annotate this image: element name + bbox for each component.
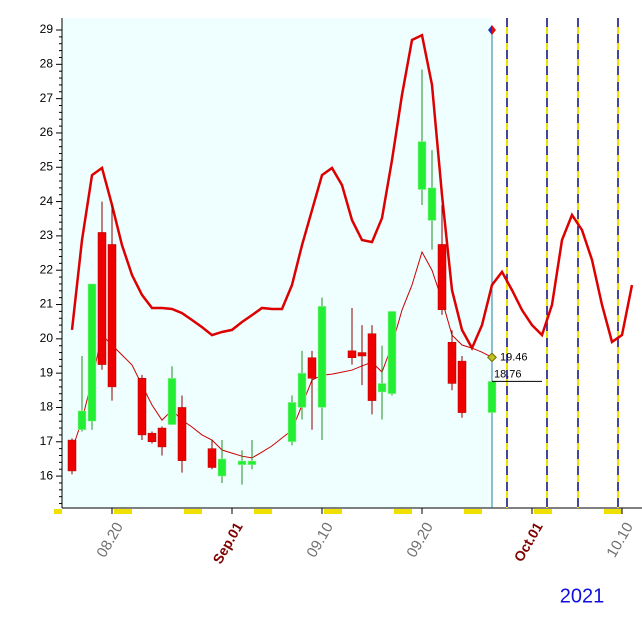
weekend-marker bbox=[394, 509, 412, 514]
current-marker bbox=[492, 25, 496, 35]
x-tick-label: Sep.01 bbox=[209, 519, 246, 566]
weekend-marker bbox=[324, 509, 342, 514]
candle-body bbox=[67, 439, 77, 472]
candle-body bbox=[137, 378, 147, 436]
candle-body bbox=[317, 305, 327, 408]
year-label: 2021 bbox=[560, 585, 605, 607]
candle-body bbox=[237, 460, 247, 466]
candle-body bbox=[287, 402, 297, 443]
last-value-marker bbox=[487, 352, 497, 363]
candle-body bbox=[427, 187, 437, 221]
y-tick-label: 25 bbox=[40, 159, 54, 173]
candle-body bbox=[157, 427, 167, 448]
weekend-marker bbox=[254, 509, 272, 514]
y-tick-label: 28 bbox=[40, 56, 54, 70]
x-tick-label: 10.10 bbox=[603, 519, 636, 560]
x-tick-label: Oct.01 bbox=[511, 519, 546, 564]
candle-body bbox=[247, 460, 257, 466]
candle-body bbox=[107, 244, 117, 388]
last-value-label: 19.46 bbox=[500, 351, 528, 363]
candle-body bbox=[447, 342, 457, 384]
candle-body bbox=[177, 407, 187, 461]
current-marker bbox=[488, 25, 492, 35]
weekend-marker bbox=[184, 509, 202, 514]
weekend-marker bbox=[604, 509, 622, 514]
candle-body bbox=[297, 372, 307, 408]
candle-body bbox=[77, 410, 87, 431]
close-value-label: 18.76 bbox=[494, 368, 522, 380]
candle-body bbox=[307, 357, 317, 379]
y-tick-label: 16 bbox=[40, 468, 54, 482]
candle-body bbox=[367, 333, 377, 401]
weekend-marker bbox=[534, 509, 552, 514]
candle-body bbox=[147, 432, 157, 443]
y-tick-label: 21 bbox=[40, 297, 54, 311]
x-tick-label: 08.20 bbox=[93, 519, 126, 560]
x-tick-label: 09.20 bbox=[403, 519, 436, 560]
y-tick-label: 27 bbox=[40, 91, 54, 105]
y-tick-label: 17 bbox=[40, 434, 54, 448]
y-tick-label: 23 bbox=[40, 228, 54, 242]
candle-body bbox=[357, 352, 367, 357]
indicator-line bbox=[70, 33, 634, 351]
weekend-marker bbox=[114, 509, 132, 514]
weekend-marker bbox=[464, 509, 482, 514]
y-tick-label: 26 bbox=[40, 125, 54, 139]
candle-body bbox=[87, 283, 97, 422]
candle-body bbox=[437, 244, 447, 310]
candle-body bbox=[487, 381, 497, 413]
candle-body bbox=[347, 350, 357, 358]
y-tick-label: 24 bbox=[40, 194, 54, 208]
y-tick-label: 29 bbox=[40, 22, 54, 36]
candle-body bbox=[387, 311, 397, 394]
candle-body bbox=[417, 141, 427, 190]
candle-body bbox=[377, 383, 387, 393]
x-tick-label: 09.10 bbox=[303, 519, 336, 560]
candle-body bbox=[457, 360, 467, 413]
candle-body bbox=[167, 378, 177, 425]
candle-body bbox=[217, 458, 227, 477]
candle-body bbox=[97, 232, 107, 365]
plot-background bbox=[62, 18, 492, 508]
y-tick-label: 19 bbox=[40, 365, 54, 379]
y-tick-label: 22 bbox=[40, 262, 54, 276]
weekend-marker bbox=[54, 509, 62, 514]
candle-body bbox=[207, 448, 217, 468]
y-tick-label: 20 bbox=[40, 331, 54, 345]
y-tick-label: 18 bbox=[40, 400, 54, 414]
